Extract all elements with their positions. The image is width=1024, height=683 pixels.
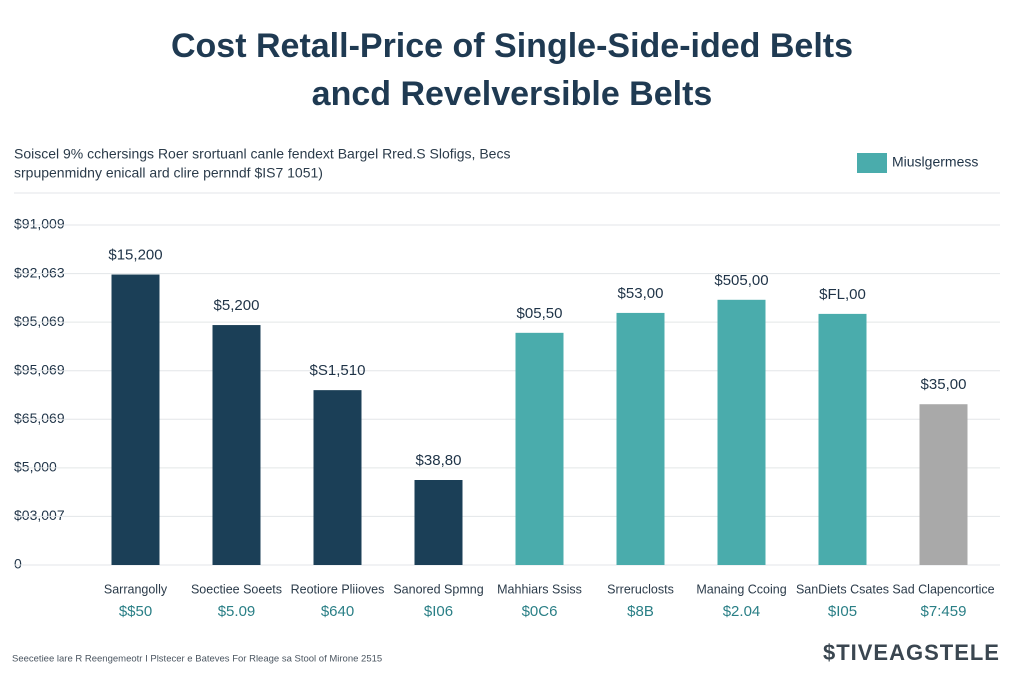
x-tick-label: Mahhiars Ssiss <box>497 582 582 596</box>
brand: $TIVEAGSTELE <box>823 640 1000 665</box>
x-sublabel: $640 <box>321 603 354 620</box>
value-label: $15,200 <box>108 247 162 264</box>
legend-label: Miuslgermess <box>892 154 978 170</box>
bar <box>818 313 867 565</box>
chart-title: ancd Revelversible Belts <box>312 75 713 113</box>
y-tick-label: $95,069 <box>14 313 65 329</box>
value-label: $38,80 <box>416 452 462 469</box>
x-sublabel: $7:459 <box>921 603 967 620</box>
bar <box>212 325 261 565</box>
value-label: $FL,00 <box>819 286 866 303</box>
x-tick-label: Soectiee Soeets <box>191 582 282 596</box>
value-label: $05,50 <box>517 305 563 322</box>
y-tick-label: $92,063 <box>14 264 65 280</box>
x-sublabel: $0C6 <box>522 603 558 620</box>
y-tick-label: 0 <box>14 556 22 572</box>
y-tick-label: $95,069 <box>14 361 65 377</box>
x-tick-label: Reotiore Pliioves <box>291 582 385 596</box>
bar <box>919 404 968 565</box>
value-label: $505,00 <box>714 272 768 289</box>
value-label: $35,00 <box>921 376 967 393</box>
legend-swatch <box>857 153 887 173</box>
x-sublabel: $I06 <box>424 603 453 620</box>
x-tick-label: SanDiets Csates <box>796 582 889 596</box>
value-label: $S1,510 <box>310 362 366 379</box>
x-sublabel: $I05 <box>828 603 857 620</box>
x-tick-label: Sanored Spmng <box>393 582 483 596</box>
bar <box>111 274 160 565</box>
bar <box>313 390 362 565</box>
value-label: $53,00 <box>618 285 664 302</box>
bar <box>414 480 463 565</box>
value-label: $5,200 <box>214 297 260 314</box>
chart-title: Cost Retall-Price of Single-Side-ided Be… <box>171 27 853 65</box>
x-tick-label: Srreruclosts <box>607 582 674 596</box>
bar <box>515 332 564 565</box>
x-sublabel: $5.09 <box>218 603 256 620</box>
y-tick-label: $03,007 <box>14 507 65 523</box>
x-sublabel: $2.04 <box>723 603 761 620</box>
y-tick-label: $91,009 <box>14 216 65 232</box>
subtitle: Soiscel 9% cchersings Roer srortuanl can… <box>14 146 510 162</box>
x-tick-label: Sad Clapencortice <box>892 582 994 596</box>
subtitle: srpupenmidny enicall ard clire pernndf $… <box>14 165 323 181</box>
x-sublabel: $8B <box>627 603 654 620</box>
y-tick-label: $5,000 <box>14 459 57 475</box>
bar <box>616 312 665 565</box>
source-note: Seecetiee lare R Reengemeotr I Plstecer … <box>12 654 382 665</box>
x-tick-label: Manaing Ccoing <box>696 582 786 596</box>
x-tick-label: Sarrangolly <box>104 582 168 596</box>
x-sublabel: $$50 <box>119 603 152 620</box>
y-tick-label: $65,069 <box>14 410 65 426</box>
bar <box>717 299 766 565</box>
